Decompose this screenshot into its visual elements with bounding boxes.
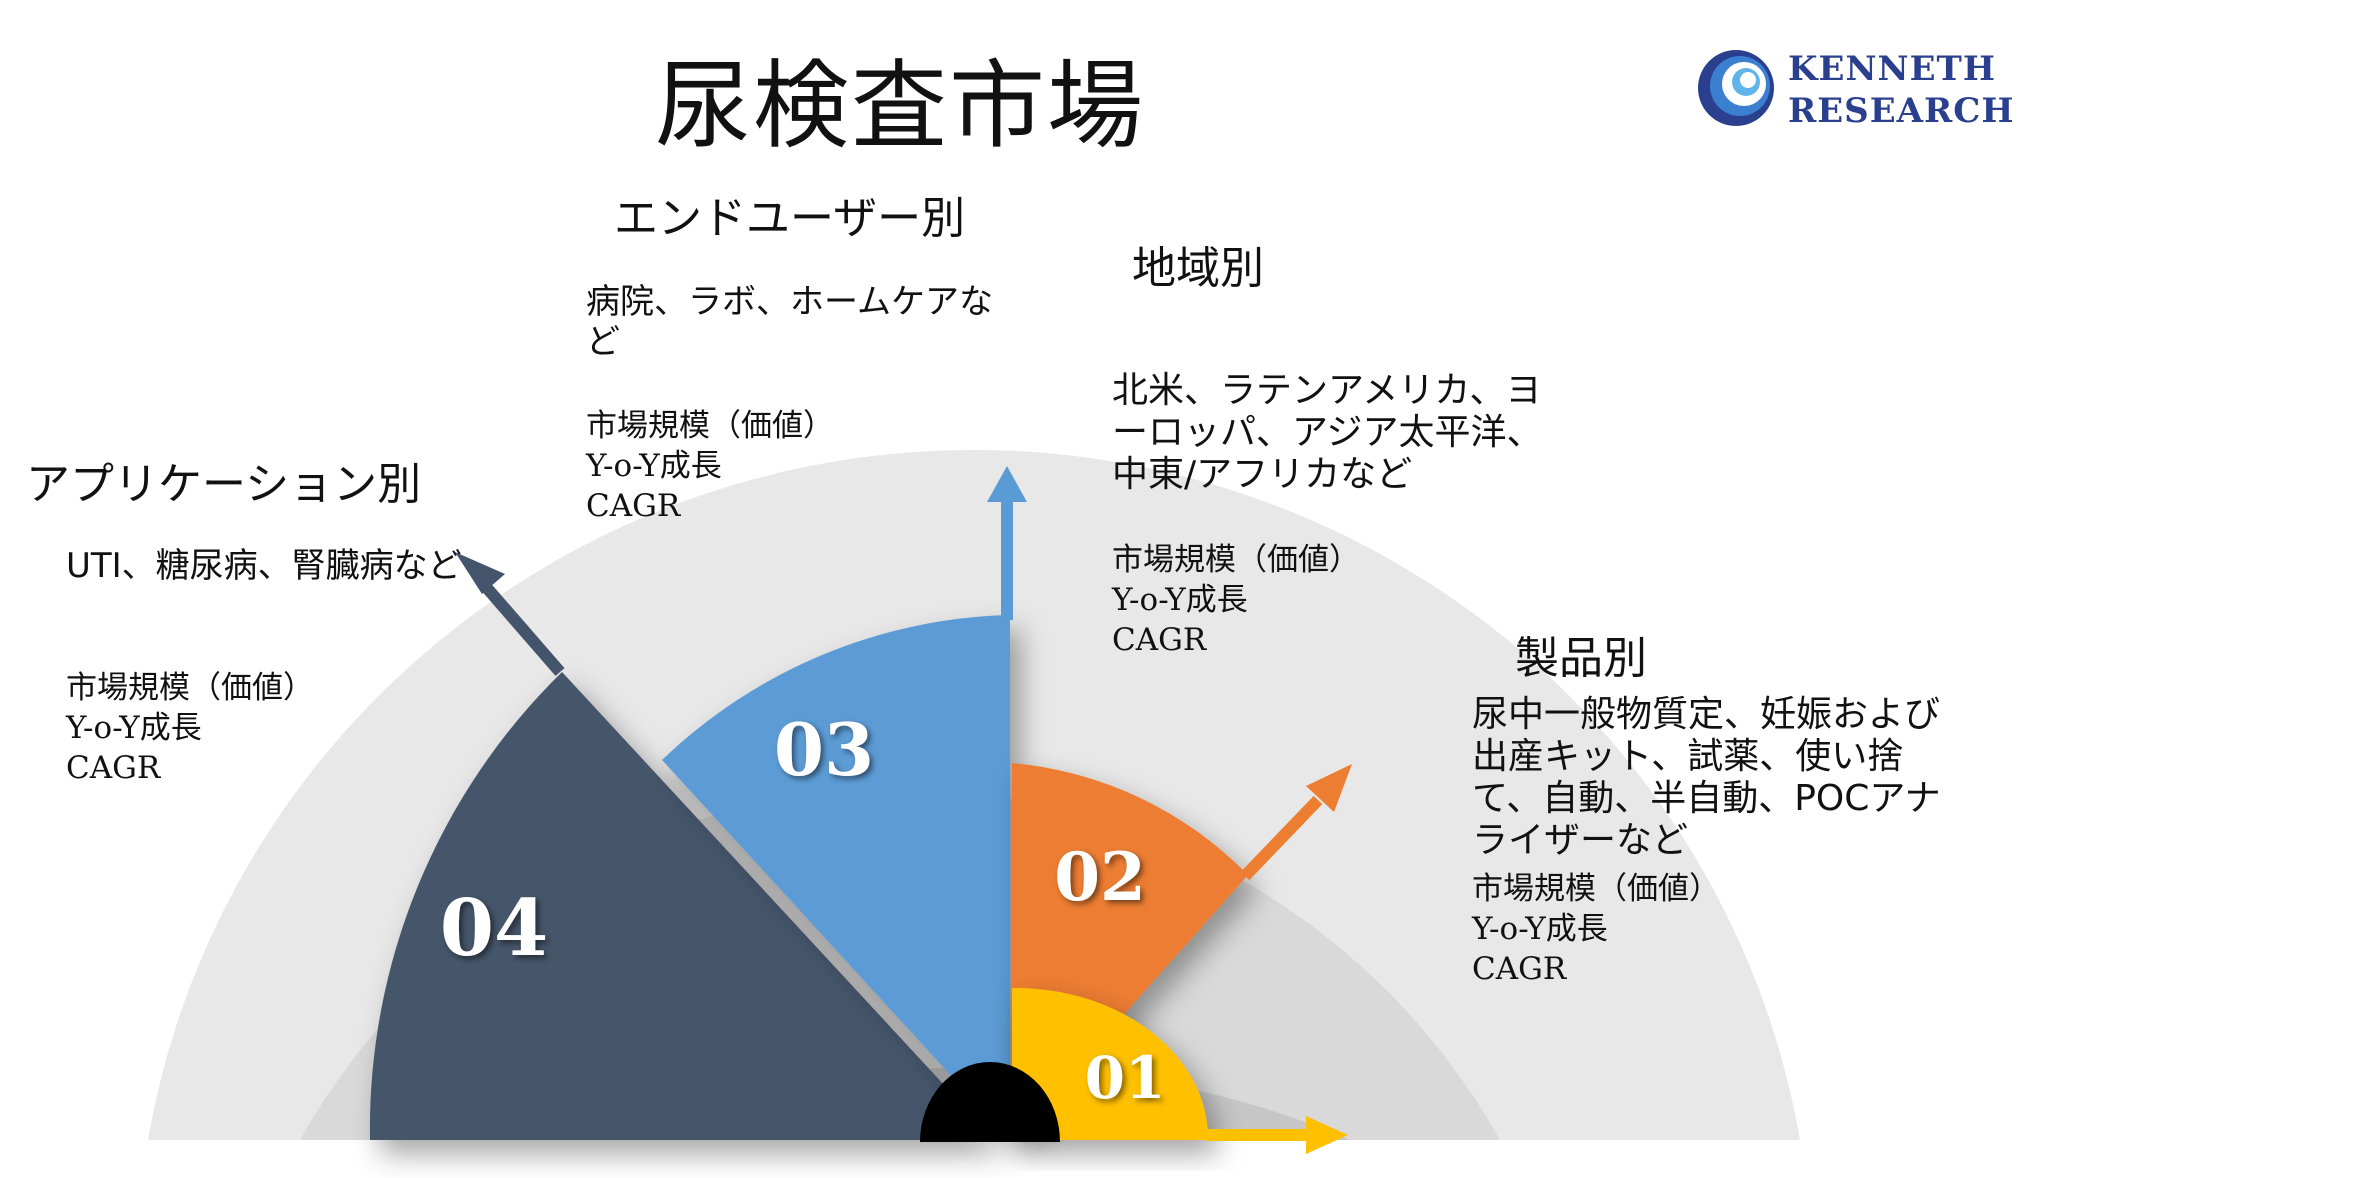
metric-cagr: CAGR	[1472, 951, 1567, 987]
metric-cagr: CAGR	[66, 750, 161, 786]
kenneth-research-logo: KENNETH RESEARCH	[1690, 40, 2013, 135]
segment-04-number: 04	[440, 883, 549, 974]
segment-01-metrics: 市場規模（価値） Y-o-Y成長 CAGR	[1472, 869, 1720, 989]
segment-02-metrics: 市場規模（価値） Y-o-Y成長 CAGR	[1112, 540, 1360, 660]
segment-04-wedge	[369, 672, 995, 1140]
logo-swirl-icon	[1698, 50, 1774, 126]
segment-01-heading: 製品別	[1515, 633, 1647, 684]
metric-yoy-growth: Y-o-Y成長	[1472, 911, 1608, 947]
segment-01-items: 尿中一般物質定、妊娠および出産キット、試薬、使い捨て、自動、半自動、POCアナラ…	[1472, 694, 1941, 861]
logo-line1: KENNETH	[1788, 49, 1996, 89]
segment-04-metrics: 市場規模（価値） Y-o-Y成長 CAGR	[66, 668, 314, 788]
arrow-04	[455, 552, 565, 676]
arrow-03	[987, 466, 1027, 620]
segment-03-items: 病院、ラボ、ホームケアなど	[586, 282, 993, 362]
logo-line2: RESEARCH	[1788, 91, 2015, 131]
metric-market-size: 市場規模（価値）	[1472, 871, 1720, 907]
metric-yoy-growth: Y-o-Y成長	[66, 710, 202, 746]
metric-market-size: 市場規模（価値）	[586, 408, 834, 444]
metric-yoy-growth: Y-o-Y成長	[1112, 582, 1248, 618]
metric-cagr: CAGR	[586, 488, 681, 524]
center-hub	[920, 1062, 1060, 1142]
segment-02-number: 02	[1054, 838, 1146, 916]
segment-03-heading: エンドユーザー別	[614, 193, 966, 244]
segment-03-wedge	[662, 615, 1010, 1140]
segment-04-items: UTI、糖尿病、腎臓病など	[66, 546, 462, 586]
segment-04-heading: アプリケーション別	[26, 459, 422, 510]
page-title: 尿検査市場	[655, 50, 1145, 162]
metric-market-size: 市場規模（価値）	[1112, 542, 1360, 578]
segment-03-metrics: 市場規模（価値） Y-o-Y成長 CAGR	[586, 406, 834, 526]
segment-01-number: 01	[1085, 1044, 1166, 1112]
metric-cagr: CAGR	[1112, 622, 1207, 658]
segment-02-heading: 地域別	[1132, 243, 1264, 294]
metric-market-size: 市場規模（価値）	[66, 670, 314, 706]
metric-yoy-growth: Y-o-Y成長	[586, 448, 722, 484]
segment-01-wedge	[1012, 987, 1209, 1140]
arrow-01	[1205, 1116, 1348, 1154]
segment-03-number: 03	[774, 707, 874, 792]
arrow-02	[1240, 764, 1352, 881]
segment-02-items: 北米、ラテンアメリカ、ヨーロッパ、アジア太平洋、中東/アフリカなど	[1112, 370, 1543, 495]
